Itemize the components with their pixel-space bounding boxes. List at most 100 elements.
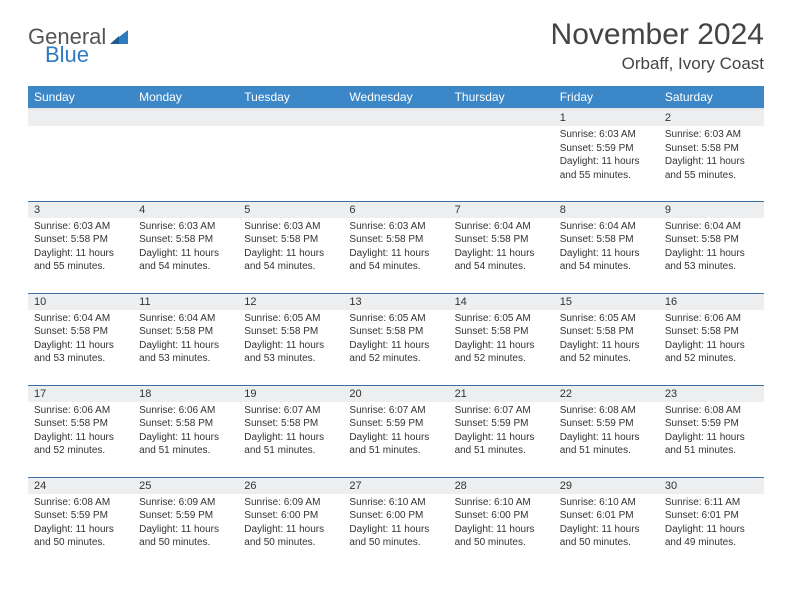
day-details: Sunrise: 6:07 AMSunset: 5:59 PMDaylight:… — [343, 402, 448, 462]
day-number: 8 — [554, 202, 659, 218]
day-detail-line: Daylight: 11 hours and 51 minutes. — [665, 431, 758, 458]
day-detail-line: Daylight: 11 hours and 51 minutes. — [455, 431, 548, 458]
day-detail-line: Sunset: 6:00 PM — [349, 509, 442, 523]
day-detail-line: Sunset: 5:58 PM — [349, 325, 442, 339]
day-detail-line: Daylight: 11 hours and 53 minutes. — [244, 339, 337, 366]
calendar-cell: 5Sunrise: 6:03 AMSunset: 5:58 PMDaylight… — [238, 201, 343, 293]
day-number — [133, 110, 238, 126]
calendar-cell: 9Sunrise: 6:04 AMSunset: 5:58 PMDaylight… — [659, 201, 764, 293]
day-number: 1 — [554, 110, 659, 126]
day-number — [449, 110, 554, 126]
day-number: 23 — [659, 386, 764, 402]
calendar-cell: 26Sunrise: 6:09 AMSunset: 6:00 PMDayligh… — [238, 477, 343, 569]
day-number: 3 — [28, 202, 133, 218]
day-detail-line: Sunset: 5:58 PM — [560, 233, 653, 247]
calendar-cell — [238, 109, 343, 201]
day-details: Sunrise: 6:03 AMSunset: 5:58 PMDaylight:… — [238, 218, 343, 278]
day-detail-line: Sunrise: 6:09 AM — [139, 496, 232, 510]
calendar-cell: 3Sunrise: 6:03 AMSunset: 5:58 PMDaylight… — [28, 201, 133, 293]
day-details: Sunrise: 6:03 AMSunset: 5:58 PMDaylight:… — [343, 218, 448, 278]
day-detail-line: Sunset: 5:59 PM — [560, 142, 653, 156]
day-details: Sunrise: 6:07 AMSunset: 5:59 PMDaylight:… — [449, 402, 554, 462]
day-detail-line: Sunset: 5:58 PM — [139, 325, 232, 339]
calendar-cell: 20Sunrise: 6:07 AMSunset: 5:59 PMDayligh… — [343, 385, 448, 477]
day-detail-line: Sunrise: 6:08 AM — [34, 496, 127, 510]
day-details: Sunrise: 6:09 AMSunset: 6:00 PMDaylight:… — [238, 494, 343, 554]
day-detail-line: Daylight: 11 hours and 51 minutes. — [139, 431, 232, 458]
day-details: Sunrise: 6:04 AMSunset: 5:58 PMDaylight:… — [133, 310, 238, 370]
day-number: 4 — [133, 202, 238, 218]
day-number: 15 — [554, 294, 659, 310]
month-title: November 2024 — [551, 18, 764, 52]
day-number: 29 — [554, 478, 659, 494]
day-number: 27 — [343, 478, 448, 494]
sail-icon — [108, 28, 130, 46]
day-detail-line: Sunset: 5:59 PM — [665, 417, 758, 431]
calendar-cell: 11Sunrise: 6:04 AMSunset: 5:58 PMDayligh… — [133, 293, 238, 385]
day-detail-line: Sunrise: 6:06 AM — [139, 404, 232, 418]
day-number: 7 — [449, 202, 554, 218]
day-detail-line: Sunset: 5:59 PM — [349, 417, 442, 431]
day-detail-line: Daylight: 11 hours and 52 minutes. — [560, 339, 653, 366]
calendar-cell: 21Sunrise: 6:07 AMSunset: 5:59 PMDayligh… — [449, 385, 554, 477]
day-detail-line: Sunrise: 6:05 AM — [244, 312, 337, 326]
day-detail-line: Sunrise: 6:05 AM — [349, 312, 442, 326]
calendar-cell: 25Sunrise: 6:09 AMSunset: 5:59 PMDayligh… — [133, 477, 238, 569]
day-detail-line: Sunset: 6:01 PM — [560, 509, 653, 523]
day-detail-line: Sunset: 5:58 PM — [34, 325, 127, 339]
day-details: Sunrise: 6:04 AMSunset: 5:58 PMDaylight:… — [449, 218, 554, 278]
day-number: 28 — [449, 478, 554, 494]
day-detail-line: Sunrise: 6:10 AM — [349, 496, 442, 510]
day-details: Sunrise: 6:10 AMSunset: 6:01 PMDaylight:… — [554, 494, 659, 554]
day-details: Sunrise: 6:05 AMSunset: 5:58 PMDaylight:… — [343, 310, 448, 370]
calendar-cell: 4Sunrise: 6:03 AMSunset: 5:58 PMDaylight… — [133, 201, 238, 293]
day-detail-line: Sunrise: 6:08 AM — [665, 404, 758, 418]
day-details: Sunrise: 6:03 AMSunset: 5:58 PMDaylight:… — [133, 218, 238, 278]
day-number: 6 — [343, 202, 448, 218]
day-details: Sunrise: 6:03 AMSunset: 5:58 PMDaylight:… — [28, 218, 133, 278]
calendar-table: SundayMondayTuesdayWednesdayThursdayFrid… — [28, 86, 764, 569]
day-detail-line: Daylight: 11 hours and 54 minutes. — [560, 247, 653, 274]
calendar-cell: 22Sunrise: 6:08 AMSunset: 5:59 PMDayligh… — [554, 385, 659, 477]
calendar-cell: 1Sunrise: 6:03 AMSunset: 5:59 PMDaylight… — [554, 109, 659, 201]
day-number: 21 — [449, 386, 554, 402]
day-details: Sunrise: 6:08 AMSunset: 5:59 PMDaylight:… — [554, 402, 659, 462]
calendar-cell: 19Sunrise: 6:07 AMSunset: 5:58 PMDayligh… — [238, 385, 343, 477]
day-details: Sunrise: 6:03 AMSunset: 5:59 PMDaylight:… — [554, 126, 659, 186]
day-detail-line: Daylight: 11 hours and 51 minutes. — [244, 431, 337, 458]
day-detail-line: Sunrise: 6:03 AM — [139, 220, 232, 234]
day-detail-line: Daylight: 11 hours and 50 minutes. — [244, 523, 337, 550]
calendar-cell: 8Sunrise: 6:04 AMSunset: 5:58 PMDaylight… — [554, 201, 659, 293]
day-detail-line: Daylight: 11 hours and 50 minutes. — [560, 523, 653, 550]
day-detail-line: Sunset: 5:58 PM — [560, 325, 653, 339]
day-detail-line: Sunset: 5:58 PM — [665, 142, 758, 156]
day-detail-line: Sunset: 5:58 PM — [244, 233, 337, 247]
title-block: November 2024 Orbaff, Ivory Coast — [551, 18, 764, 74]
day-details: Sunrise: 6:08 AMSunset: 5:59 PMDaylight:… — [28, 494, 133, 554]
day-number: 16 — [659, 294, 764, 310]
day-number — [238, 110, 343, 126]
day-details: Sunrise: 6:05 AMSunset: 5:58 PMDaylight:… — [238, 310, 343, 370]
day-number: 26 — [238, 478, 343, 494]
day-details: Sunrise: 6:06 AMSunset: 5:58 PMDaylight:… — [28, 402, 133, 462]
day-detail-line: Daylight: 11 hours and 54 minutes. — [349, 247, 442, 274]
day-detail-line: Sunset: 5:58 PM — [139, 233, 232, 247]
day-detail-line: Sunset: 6:00 PM — [244, 509, 337, 523]
day-number: 22 — [554, 386, 659, 402]
day-details: Sunrise: 6:10 AMSunset: 6:00 PMDaylight:… — [343, 494, 448, 554]
day-number: 19 — [238, 386, 343, 402]
day-detail-line: Sunrise: 6:10 AM — [560, 496, 653, 510]
day-number: 12 — [238, 294, 343, 310]
day-detail-line: Sunset: 5:58 PM — [34, 233, 127, 247]
day-detail-line: Daylight: 11 hours and 55 minutes. — [665, 155, 758, 182]
day-detail-line: Sunrise: 6:03 AM — [244, 220, 337, 234]
location: Orbaff, Ivory Coast — [551, 54, 764, 74]
day-detail-line: Sunrise: 6:03 AM — [349, 220, 442, 234]
day-details: Sunrise: 6:10 AMSunset: 6:00 PMDaylight:… — [449, 494, 554, 554]
day-details: Sunrise: 6:06 AMSunset: 5:58 PMDaylight:… — [133, 402, 238, 462]
calendar-cell: 12Sunrise: 6:05 AMSunset: 5:58 PMDayligh… — [238, 293, 343, 385]
calendar-row: 1Sunrise: 6:03 AMSunset: 5:59 PMDaylight… — [28, 109, 764, 201]
day-number: 17 — [28, 386, 133, 402]
calendar-cell: 10Sunrise: 6:04 AMSunset: 5:58 PMDayligh… — [28, 293, 133, 385]
day-detail-line: Sunrise: 6:04 AM — [455, 220, 548, 234]
